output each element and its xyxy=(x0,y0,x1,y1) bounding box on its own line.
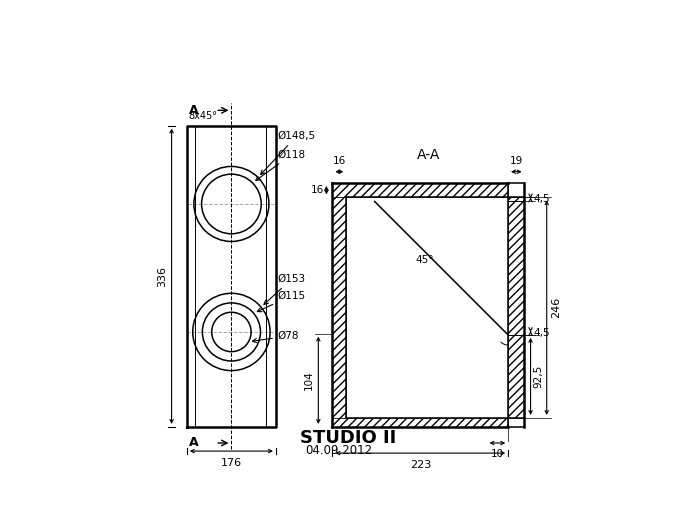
Text: 16: 16 xyxy=(332,156,346,166)
Text: 04.09.2012: 04.09.2012 xyxy=(305,444,372,457)
Text: A: A xyxy=(189,104,199,117)
Bar xyxy=(332,183,508,197)
Text: 16: 16 xyxy=(311,185,324,195)
Text: 10: 10 xyxy=(491,449,504,459)
Text: A-A: A-A xyxy=(416,148,440,162)
Text: 223: 223 xyxy=(410,459,431,469)
Text: 8x45°: 8x45° xyxy=(188,111,217,121)
Text: 45°: 45° xyxy=(416,255,435,265)
Bar xyxy=(332,197,346,418)
Text: A: A xyxy=(189,436,199,449)
Text: Ø78: Ø78 xyxy=(253,331,300,343)
Text: Ø118: Ø118 xyxy=(256,149,306,181)
Text: 92,5: 92,5 xyxy=(534,365,544,388)
Text: 4,5: 4,5 xyxy=(534,194,550,204)
Text: 176: 176 xyxy=(220,458,242,468)
Bar xyxy=(508,197,524,418)
Text: Ø115: Ø115 xyxy=(258,290,306,312)
Text: 336: 336 xyxy=(157,266,167,287)
Text: 4,5: 4,5 xyxy=(534,328,550,338)
Text: Ø148,5: Ø148,5 xyxy=(260,131,316,174)
Text: STUDIO II: STUDIO II xyxy=(300,429,396,447)
Text: 104: 104 xyxy=(304,370,314,390)
Bar xyxy=(332,418,508,427)
Text: 19: 19 xyxy=(510,156,523,166)
Text: Ø153: Ø153 xyxy=(264,274,306,304)
Text: 246: 246 xyxy=(551,297,561,318)
